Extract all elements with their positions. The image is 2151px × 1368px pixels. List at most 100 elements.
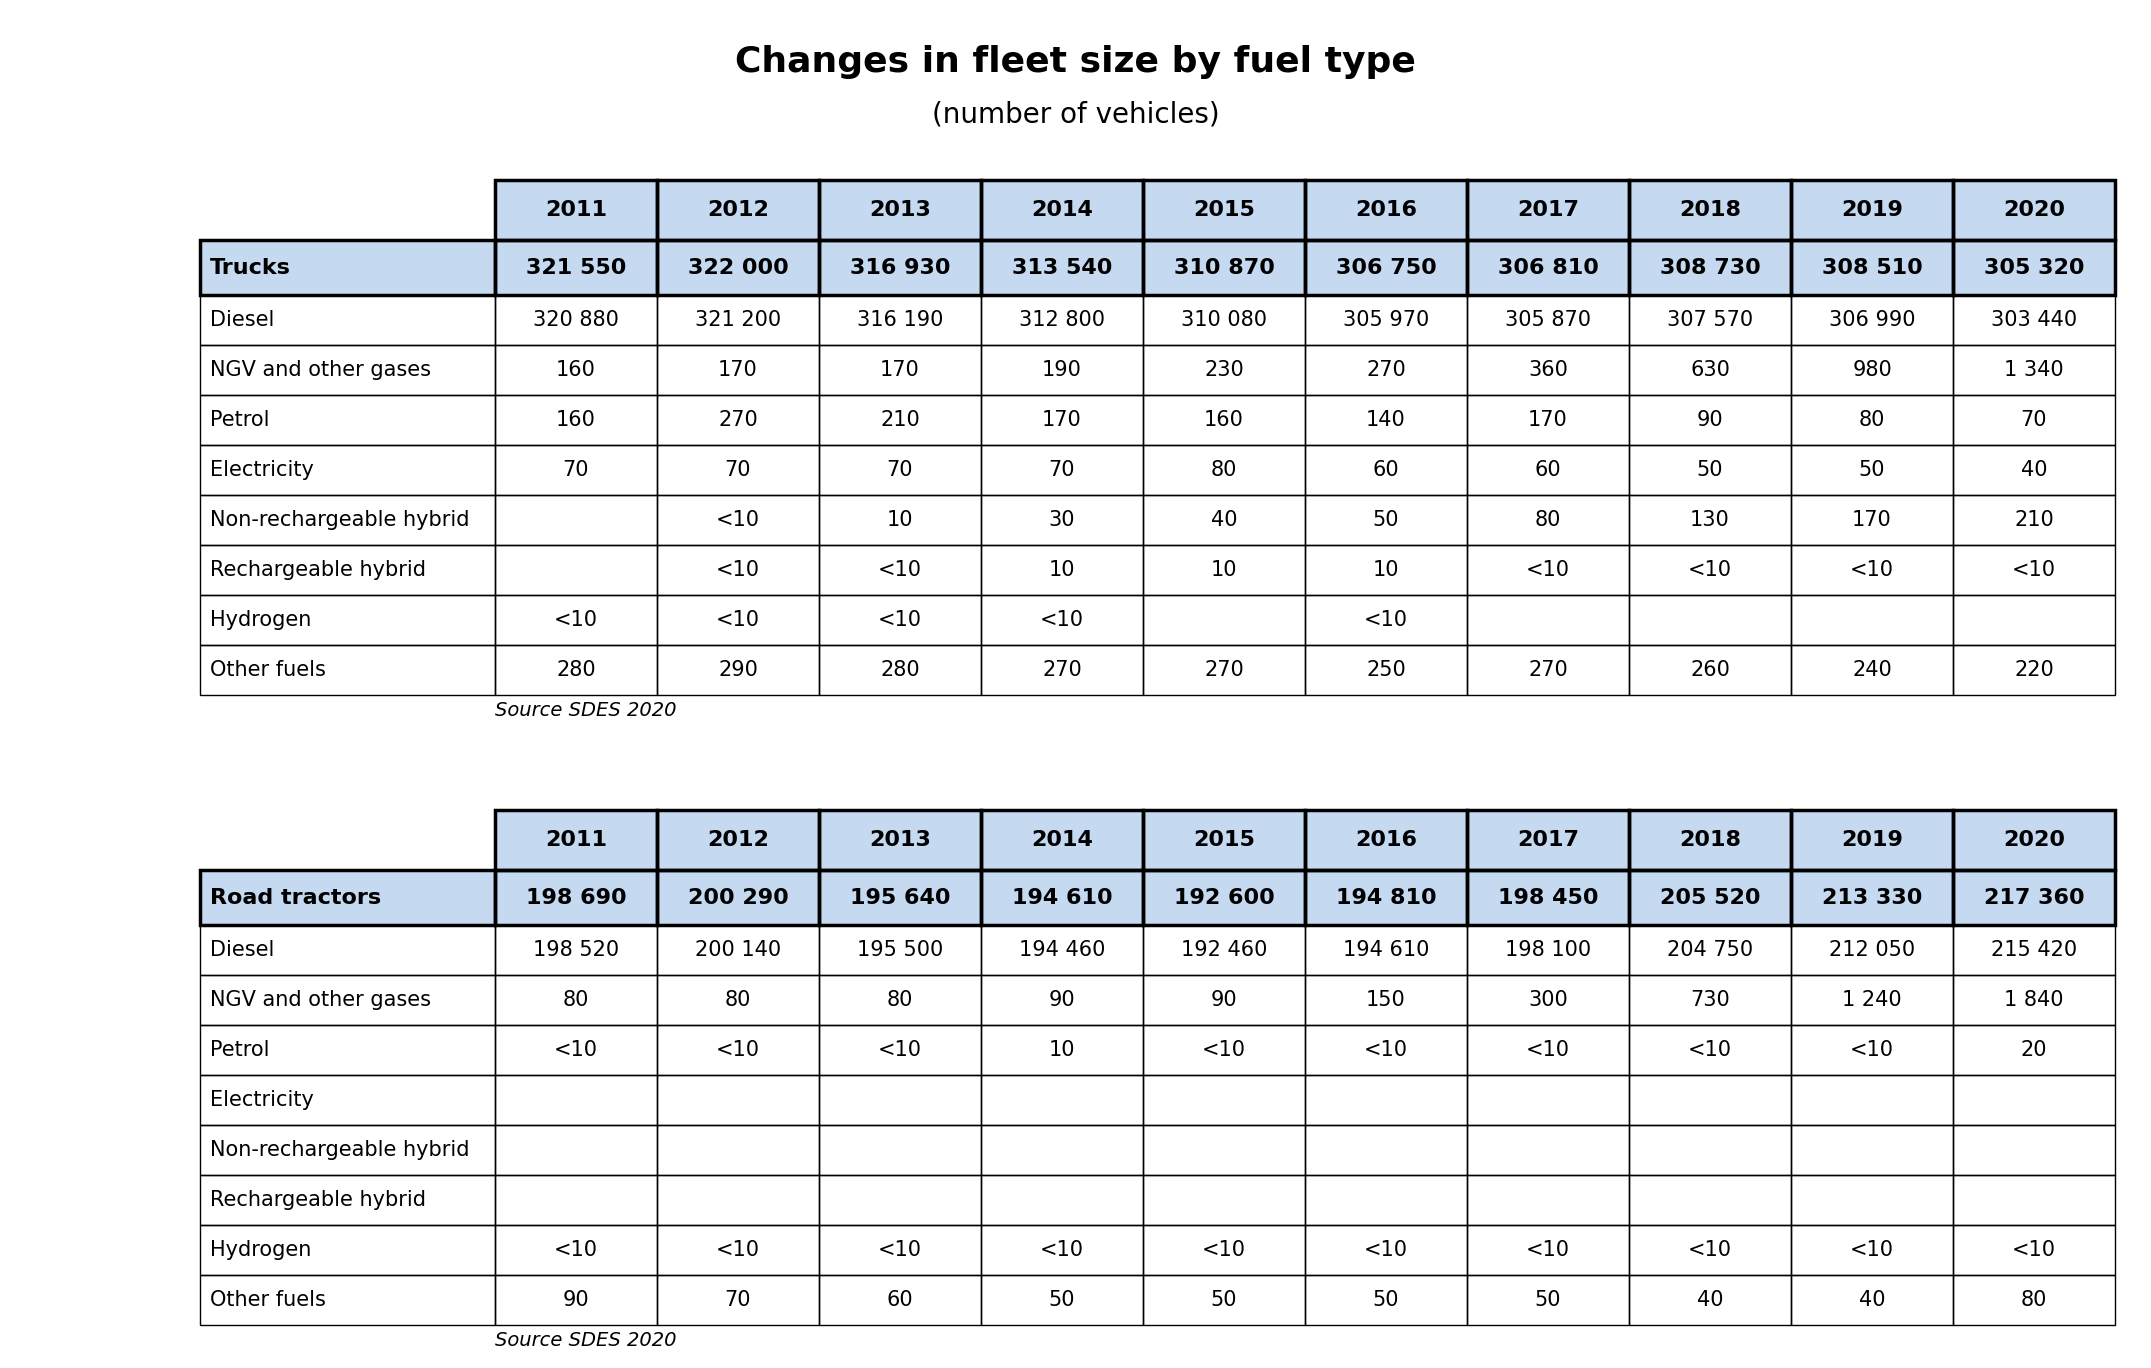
- Text: 40: 40: [1211, 510, 1237, 529]
- Bar: [1306, 595, 1467, 644]
- Text: <10: <10: [1689, 560, 1732, 580]
- Text: 198 450: 198 450: [1497, 888, 1598, 907]
- Bar: [820, 1224, 981, 1275]
- Bar: [820, 1175, 981, 1224]
- Bar: [200, 975, 495, 1025]
- Text: <10: <10: [1850, 560, 1895, 580]
- Bar: [200, 870, 495, 925]
- Text: 190: 190: [1041, 360, 1082, 380]
- Bar: [495, 1224, 656, 1275]
- Text: Rechargeable hybrid: Rechargeable hybrid: [211, 1190, 426, 1211]
- Bar: [1142, 239, 1306, 295]
- Bar: [1467, 395, 1628, 445]
- Bar: [1792, 1224, 1953, 1275]
- Bar: [1953, 1025, 2114, 1075]
- Bar: [981, 1025, 1142, 1075]
- Text: 50: 50: [1536, 1290, 1562, 1311]
- Bar: [1306, 644, 1467, 695]
- Bar: [656, 445, 820, 495]
- Text: Petrol: Petrol: [211, 410, 269, 430]
- Text: <10: <10: [1850, 1239, 1895, 1260]
- Bar: [200, 870, 495, 925]
- Bar: [1792, 495, 1953, 544]
- Bar: [200, 1075, 495, 1124]
- Text: 204 750: 204 750: [1667, 940, 1753, 960]
- Bar: [495, 644, 656, 695]
- Text: 170: 170: [880, 360, 921, 380]
- Bar: [495, 870, 656, 925]
- Bar: [981, 1075, 1142, 1124]
- Text: 50: 50: [1697, 460, 1723, 480]
- Text: 194 610: 194 610: [1342, 940, 1428, 960]
- Text: 194 460: 194 460: [1020, 940, 1106, 960]
- Bar: [656, 544, 820, 595]
- Bar: [1628, 810, 1792, 870]
- Text: 70: 70: [725, 1290, 751, 1311]
- Text: 213 330: 213 330: [1822, 888, 1923, 907]
- Bar: [656, 1175, 820, 1224]
- Bar: [200, 810, 495, 870]
- Bar: [656, 181, 820, 239]
- Text: 2016: 2016: [1355, 830, 1418, 850]
- Text: 10: 10: [1050, 560, 1076, 580]
- Bar: [820, 544, 981, 595]
- Bar: [1628, 810, 1792, 870]
- Bar: [1792, 810, 1953, 870]
- Bar: [200, 445, 495, 495]
- Bar: [1142, 395, 1306, 445]
- Text: 70: 70: [564, 460, 589, 480]
- Bar: [1792, 239, 1953, 295]
- Text: 280: 280: [880, 659, 921, 680]
- Bar: [1953, 1275, 2114, 1326]
- Text: 2018: 2018: [1680, 200, 1740, 220]
- Bar: [495, 975, 656, 1025]
- Bar: [1628, 544, 1792, 595]
- Text: 2014: 2014: [1030, 200, 1093, 220]
- Bar: [820, 1275, 981, 1326]
- Bar: [981, 544, 1142, 595]
- Bar: [1792, 295, 1953, 345]
- Bar: [656, 181, 820, 239]
- Bar: [1142, 975, 1306, 1025]
- Bar: [1467, 295, 1628, 345]
- Bar: [1953, 239, 2114, 295]
- Bar: [1142, 1075, 1306, 1124]
- Bar: [981, 239, 1142, 295]
- Bar: [1142, 295, 1306, 345]
- Bar: [1142, 181, 1306, 239]
- Bar: [1953, 1124, 2114, 1175]
- Bar: [981, 810, 1142, 870]
- Bar: [1953, 810, 2114, 870]
- Bar: [1628, 445, 1792, 495]
- Bar: [1953, 1075, 2114, 1124]
- Bar: [1792, 870, 1953, 925]
- Bar: [200, 1025, 495, 1075]
- Bar: [495, 810, 656, 870]
- Text: <10: <10: [1039, 1239, 1084, 1260]
- Text: <10: <10: [1364, 1239, 1409, 1260]
- Text: 217 360: 217 360: [1983, 888, 2084, 907]
- Bar: [200, 239, 495, 295]
- Bar: [981, 925, 1142, 975]
- Text: 240: 240: [1852, 659, 1893, 680]
- Bar: [1792, 345, 1953, 395]
- Text: 50: 50: [1372, 1290, 1400, 1311]
- Text: 2018: 2018: [1680, 830, 1740, 850]
- Bar: [1306, 495, 1467, 544]
- Bar: [1467, 239, 1628, 295]
- Text: <10: <10: [555, 1239, 598, 1260]
- Bar: [495, 1075, 656, 1124]
- Bar: [495, 239, 656, 295]
- Bar: [1306, 1175, 1467, 1224]
- Text: <10: <10: [1525, 560, 1570, 580]
- Text: 40: 40: [1858, 1290, 1884, 1311]
- Bar: [1953, 870, 2114, 925]
- Text: 270: 270: [1205, 659, 1243, 680]
- Bar: [1792, 925, 1953, 975]
- Text: <10: <10: [716, 560, 759, 580]
- Bar: [1953, 495, 2114, 544]
- Text: 10: 10: [1211, 560, 1237, 580]
- Bar: [495, 1025, 656, 1075]
- Text: 198 100: 198 100: [1506, 940, 1592, 960]
- Bar: [981, 345, 1142, 395]
